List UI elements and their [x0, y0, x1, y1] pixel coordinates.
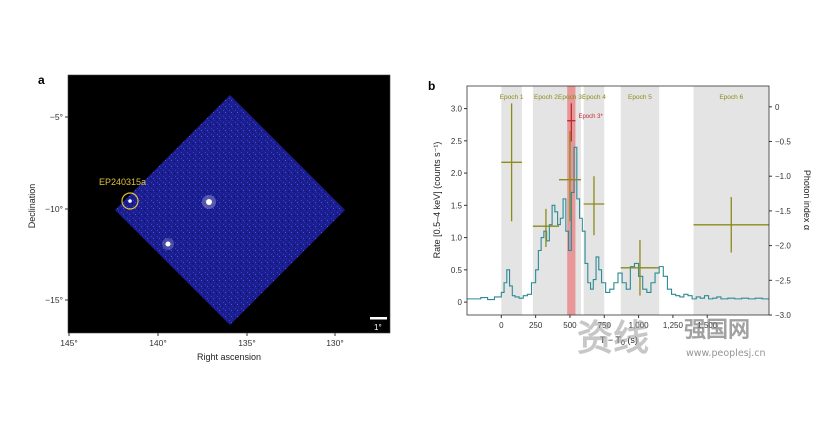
watermark-cn: 资线: [577, 318, 649, 359]
photon-index-point: [532, 208, 559, 247]
y-tick-label: −5°: [50, 112, 63, 122]
photon-index-point: [558, 131, 581, 222]
panel-a-label: a: [38, 73, 45, 87]
x-tick-label: 1,500: [697, 321, 718, 330]
y-tick-label: −10°: [45, 204, 63, 214]
plot-frame: [466, 85, 770, 316]
panel-a-ylabel: Declination: [27, 184, 37, 229]
y-tick-label: 2.0: [451, 169, 463, 178]
panel-a-x-ticks: 145° 140° 135° 130°: [60, 333, 344, 348]
y2-tick-label: −3.0: [775, 311, 791, 320]
x-axis-ticks: 0 250 500 750 1,000 1,250 1,500: [499, 315, 718, 330]
target-label: EP240315a: [99, 177, 146, 187]
photon-index-point: [693, 197, 769, 253]
y2-tick-label: −1.0: [775, 172, 791, 181]
scale-bar: [370, 317, 387, 320]
epoch-label: Epoch 4: [582, 94, 606, 101]
photon-index-point: [583, 176, 605, 236]
x-tick-label: 140°: [149, 338, 167, 348]
x-tick-label: 750: [598, 321, 612, 330]
light-curve-series: [467, 146, 769, 301]
y-tick-label: 1.5: [451, 201, 463, 210]
epoch-bands: [501, 86, 769, 315]
y-tick-label: −15°: [45, 295, 63, 305]
epoch-label: Epoch 3: [558, 94, 582, 101]
panel-a-xlabel: Right ascension: [197, 352, 261, 362]
y2-tick-label: 0: [775, 103, 780, 112]
y2-tick-label: −2.0: [775, 242, 791, 251]
bright-source: [206, 199, 212, 205]
watermark: 资线 强国网 www.peoplesj.cn: [577, 318, 766, 359]
x-tick-label: 0: [499, 321, 504, 330]
y-axis-left-ticks: 0 0.5 1.0 1.5 2.0 2.5 3.0: [451, 105, 467, 307]
y-axis-right-ticks: 0 −0.5 −1.0 −1.5 −2.0 −2.5 −3.0: [769, 103, 791, 320]
epoch-label: Epoch 2: [534, 94, 558, 101]
target-source: [128, 199, 132, 203]
panel-b-xlabel: T − T0 (s): [600, 335, 638, 347]
watermark-url: www.peoplesj.cn: [686, 348, 766, 359]
scale-bar-label: 1°: [374, 323, 382, 332]
y-tick-label: 3.0: [451, 105, 463, 114]
x-tick-label: 130°: [326, 338, 344, 348]
y-tick-label: 1.0: [451, 234, 463, 243]
panel-b-ylabel-left: Rate [0.5–4 keV] (counts s⁻¹): [432, 142, 442, 259]
x-tick-label: 500: [563, 321, 577, 330]
sky-image: EP240315a 1°: [68, 75, 390, 333]
y2-tick-label: −1.5: [775, 207, 791, 216]
y-tick-label: 2.5: [451, 137, 463, 146]
photon-index-points: [501, 103, 769, 296]
y2-tick-label: −0.5: [775, 138, 791, 147]
panel-a-y-ticks: −5° −10° −15°: [45, 112, 68, 305]
panel-b-label: b: [428, 79, 435, 93]
bright-source: [165, 241, 171, 247]
y-tick-label: 0: [458, 298, 463, 307]
highlight-label: Epoch 3*: [578, 114, 603, 120]
light-curve: [467, 146, 769, 301]
watermark-site: 强国网: [684, 318, 750, 343]
photon-index-point: [501, 103, 522, 222]
x-tick-label: 145°: [60, 338, 78, 348]
photon-index-point: [620, 240, 660, 296]
epoch-label: Epoch 6: [719, 94, 743, 101]
y-tick-label: 0.5: [451, 266, 463, 275]
x-tick-label: 1,250: [663, 321, 684, 330]
x-tick-label: 250: [529, 321, 543, 330]
epoch-label: Epoch 1: [500, 94, 524, 101]
exposure-field: [115, 95, 345, 325]
target-circle: [121, 192, 139, 210]
epoch-labels: Epoch 1 Epoch 2 Epoch 3 Epoch 4 Epoch 5 Epoch…: [500, 94, 744, 120]
epoch-label: Epoch 5: [628, 94, 652, 101]
epoch-band: [532, 86, 559, 315]
panel-b-ylabel-right: Photon index α: [802, 170, 812, 230]
x-tick-label: 135°: [238, 338, 256, 348]
x-tick-label: 1,000: [629, 321, 650, 330]
photon-index-point: [567, 103, 576, 142]
y2-tick-label: −2.5: [775, 276, 791, 285]
